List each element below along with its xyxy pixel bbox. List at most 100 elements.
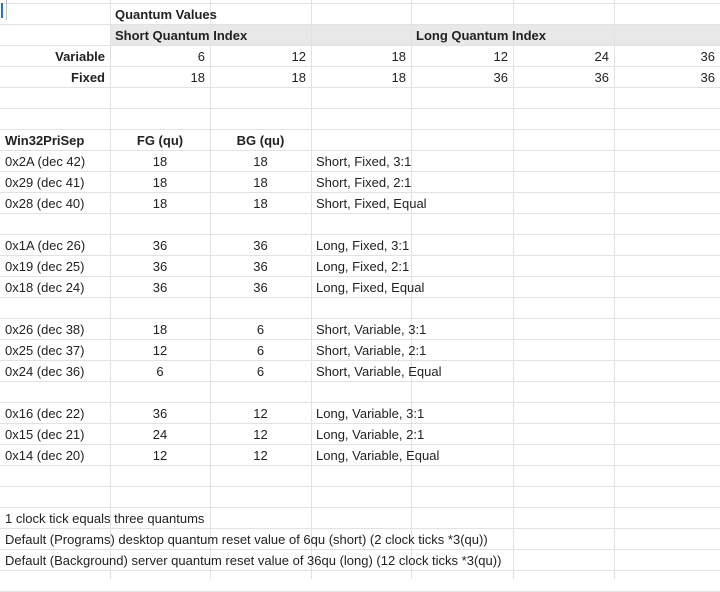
grid-row-line [0, 549, 720, 550]
priority-code-cell[interactable]: 0x14 (dec 20) [5, 448, 85, 463]
quantum-row-label[interactable]: Fixed [71, 70, 105, 85]
description-cell[interactable]: Short, Variable, 3:1 [316, 322, 427, 337]
grid-row-line [0, 339, 720, 340]
fg-quantum-cell[interactable]: 12 [152, 343, 168, 358]
bg-quantum-cell[interactable]: 18 [253, 154, 268, 169]
grid-row-line [0, 465, 720, 466]
quantum-value-cell[interactable]: 18 [391, 49, 406, 64]
description-cell[interactable]: Long, Fixed, 3:1 [316, 238, 410, 253]
priority-code-cell[interactable]: 0x16 (dec 22) [5, 406, 85, 421]
bg-quantum-cell[interactable]: 12 [253, 448, 268, 463]
quantum-value-cell[interactable]: 24 [594, 49, 609, 64]
bg-quantum-cell[interactable]: 6 [256, 322, 265, 337]
grid-row-line [0, 171, 720, 172]
bg-quantum-cell[interactable]: 36 [253, 259, 268, 274]
grid-col-line [210, 0, 211, 579]
grid-row-line [0, 87, 720, 88]
fg-quantum-cell[interactable]: 18 [152, 196, 168, 211]
bg-quantum-cell[interactable]: 18 [253, 175, 268, 190]
description-cell[interactable]: Short, Variable, Equal [316, 364, 442, 379]
grid-row-line [0, 276, 720, 277]
grid-row-line [0, 570, 720, 571]
fg-quantum-cell[interactable]: 24 [152, 427, 168, 442]
bg-qu-header[interactable]: BG (qu) [236, 133, 285, 148]
grid-row-line [0, 381, 720, 382]
grid-row-line [0, 423, 720, 424]
cell-cursor [1, 3, 3, 18]
quantum-value-cell[interactable]: 18 [291, 70, 306, 85]
long-index-header-bg [411, 25, 720, 46]
quantum-values-title[interactable]: Quantum Values [115, 7, 217, 22]
priority-code-cell[interactable]: 0x28 (dec 40) [5, 196, 85, 211]
grid-row-line [0, 297, 720, 298]
grid-row-line [0, 24, 720, 25]
fg-quantum-cell[interactable]: 36 [152, 280, 168, 295]
grid-row-line [0, 108, 720, 109]
bg-quantum-cell[interactable]: 36 [253, 280, 268, 295]
grid-row-line [0, 192, 720, 193]
priority-code-cell[interactable]: 0x25 (dec 37) [5, 343, 85, 358]
bg-quantum-cell[interactable]: 6 [256, 364, 265, 379]
grid-col-line [311, 0, 312, 579]
bg-quantum-cell[interactable]: 12 [253, 427, 268, 442]
quantum-value-cell[interactable]: 12 [493, 49, 508, 64]
description-cell[interactable]: Short, Fixed, 2:1 [316, 175, 412, 190]
description-cell[interactable]: Short, Variable, 2:1 [316, 343, 427, 358]
description-cell[interactable]: Long, Variable, 3:1 [316, 406, 425, 421]
bg-quantum-cell[interactable]: 6 [256, 343, 265, 358]
fg-quantum-cell[interactable]: 12 [152, 448, 168, 463]
quantum-value-cell[interactable]: 6 [197, 49, 205, 64]
description-cell[interactable]: Long, Fixed, Equal [316, 280, 425, 295]
grid-row-line [0, 3, 720, 4]
grid-row-line [0, 129, 720, 130]
quantum-value-cell[interactable]: 36 [700, 49, 715, 64]
description-cell[interactable]: Long, Variable, 2:1 [316, 427, 425, 442]
fg-quantum-cell[interactable]: 36 [152, 406, 168, 421]
description-cell[interactable]: Short, Fixed, 3:1 [316, 154, 412, 169]
note-cell[interactable]: Default (Programs) desktop quantum reset… [5, 532, 488, 547]
description-cell[interactable]: Short, Fixed, Equal [316, 196, 427, 211]
grid-row-line [0, 45, 720, 46]
grid-col-line [513, 0, 514, 579]
priority-code-cell[interactable]: 0x15 (dec 21) [5, 427, 85, 442]
fg-quantum-cell[interactable]: 18 [152, 322, 168, 337]
priority-code-cell[interactable]: 0x1A (dec 26) [5, 238, 86, 253]
quantum-value-cell[interactable]: 12 [291, 49, 306, 64]
priority-code-cell[interactable]: 0x19 (dec 25) [5, 259, 85, 274]
fg-quantum-cell[interactable]: 36 [152, 259, 168, 274]
fg-quantum-cell[interactable]: 18 [152, 154, 168, 169]
quantum-value-cell[interactable]: 18 [190, 70, 205, 85]
short-quantum-index-header[interactable]: Short Quantum Index [115, 28, 248, 43]
priority-code-cell[interactable]: 0x24 (dec 36) [5, 364, 85, 379]
bg-quantum-cell[interactable]: 12 [253, 406, 268, 421]
quantum-value-cell[interactable]: 36 [493, 70, 508, 85]
bg-quantum-cell[interactable]: 18 [253, 196, 268, 211]
grid-row-line [0, 486, 720, 487]
quantum-value-cell[interactable]: 36 [700, 70, 715, 85]
quantum-value-cell[interactable]: 36 [594, 70, 609, 85]
fg-qu-header[interactable]: FG (qu) [136, 133, 184, 148]
win32prisep-header[interactable]: Win32PriSep [5, 133, 85, 148]
fg-quantum-cell[interactable]: 36 [152, 238, 168, 253]
fg-quantum-cell[interactable]: 18 [152, 175, 168, 190]
quantum-row-label[interactable]: Variable [55, 49, 105, 64]
grid-row-line [0, 507, 720, 508]
note-cell[interactable]: 1 clock tick equals three quantums [5, 511, 205, 526]
grid-row-line [0, 402, 720, 403]
priority-code-cell[interactable]: 0x2A (dec 42) [5, 154, 86, 169]
select-all-corner[interactable] [0, 0, 7, 20]
long-quantum-index-header[interactable]: Long Quantum Index [416, 28, 546, 43]
grid-col-line [411, 0, 412, 579]
description-cell[interactable]: Long, Variable, Equal [316, 448, 440, 463]
grid-row-line [0, 234, 720, 235]
priority-code-cell[interactable]: 0x29 (dec 41) [5, 175, 85, 190]
priority-code-cell[interactable]: 0x26 (dec 38) [5, 322, 85, 337]
note-cell[interactable]: Default (Background) server quantum rese… [5, 553, 502, 568]
priority-code-cell[interactable]: 0x18 (dec 24) [5, 280, 85, 295]
quantum-value-cell[interactable]: 18 [391, 70, 406, 85]
fg-quantum-cell[interactable]: 6 [156, 364, 164, 379]
grid-row-line [0, 360, 720, 361]
bg-quantum-cell[interactable]: 36 [253, 238, 268, 253]
description-cell[interactable]: Long, Fixed, 2:1 [316, 259, 410, 274]
grid-col-line [614, 0, 615, 579]
